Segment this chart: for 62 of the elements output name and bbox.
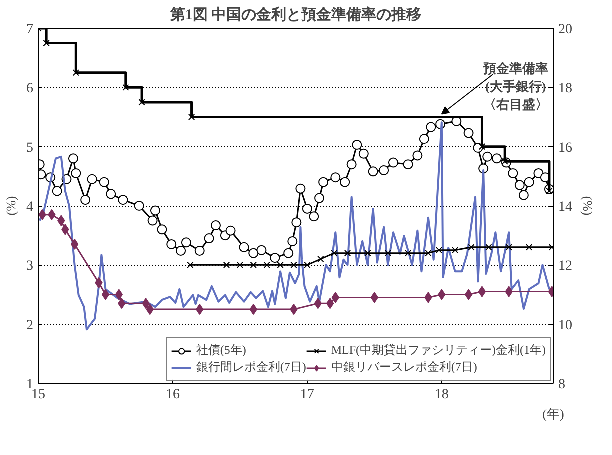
y2-tick-label: 14 <box>558 200 572 215</box>
point <box>70 238 79 250</box>
point <box>330 250 338 257</box>
point <box>364 250 372 257</box>
y2-tick-label: 10 <box>558 318 572 334</box>
point <box>138 99 146 106</box>
y-tick-label: 6 <box>26 82 34 97</box>
point <box>486 244 492 251</box>
point <box>277 262 284 268</box>
point <box>344 250 352 257</box>
annotation: 預金準備率 (大手銀行) 〈右目盛〉 <box>482 61 548 112</box>
point <box>478 286 486 298</box>
point <box>464 289 473 300</box>
legend-label: 社債(5年) <box>196 342 246 359</box>
y-tick-label: 5 <box>26 140 34 156</box>
point <box>264 262 270 268</box>
point <box>250 262 257 268</box>
legend-label: 中銀リバースレポ金利(7日) <box>331 359 478 376</box>
point <box>425 250 432 257</box>
point <box>236 262 244 268</box>
point <box>478 144 486 150</box>
y-axis-title: (%) <box>4 196 18 216</box>
x-tick-label: 18 <box>434 388 449 402</box>
point <box>223 262 230 268</box>
point <box>506 244 512 251</box>
y2-tick-label: 20 <box>558 22 572 38</box>
point <box>72 70 80 76</box>
y-tick-label: 4 <box>26 200 34 215</box>
chart-title: 第1図 中国の金利と預金準備率の推移 <box>169 6 422 24</box>
y2-tick-label: 16 <box>558 140 572 156</box>
y-tick-label: 2 <box>26 318 34 334</box>
point <box>290 262 298 268</box>
x-axis-title: (年) <box>542 406 564 422</box>
y2-tick-label: 18 <box>558 82 572 97</box>
y2-axis-title: (%) <box>580 196 596 216</box>
x-tick-label: 15 <box>32 388 46 402</box>
point <box>304 262 311 268</box>
point <box>404 250 412 257</box>
point <box>115 289 124 300</box>
point <box>188 114 196 121</box>
point <box>314 298 322 310</box>
y-tick-label: 3 <box>26 259 34 274</box>
y-tick-label: 7 <box>26 22 34 38</box>
point <box>468 244 475 251</box>
y-tick-label: 1 <box>26 378 34 392</box>
point <box>436 247 443 254</box>
x-tick-label: 17 <box>300 388 314 402</box>
x-tick-label: 16 <box>166 388 180 402</box>
point <box>526 244 533 251</box>
point <box>187 262 194 268</box>
point <box>318 256 324 263</box>
point <box>546 188 553 195</box>
legend-label: 銀行間レポ金利(7日) <box>196 359 306 376</box>
point <box>122 84 130 91</box>
point <box>43 40 50 47</box>
point <box>102 289 110 300</box>
y2-tick-label: 12 <box>558 259 572 274</box>
y2-tick-label: 8 <box>558 378 566 392</box>
point <box>452 247 459 254</box>
legend-label: MLF(中期貸出ファシリティー)金利(1年) <box>331 342 546 359</box>
point <box>326 298 334 310</box>
point <box>384 250 392 257</box>
